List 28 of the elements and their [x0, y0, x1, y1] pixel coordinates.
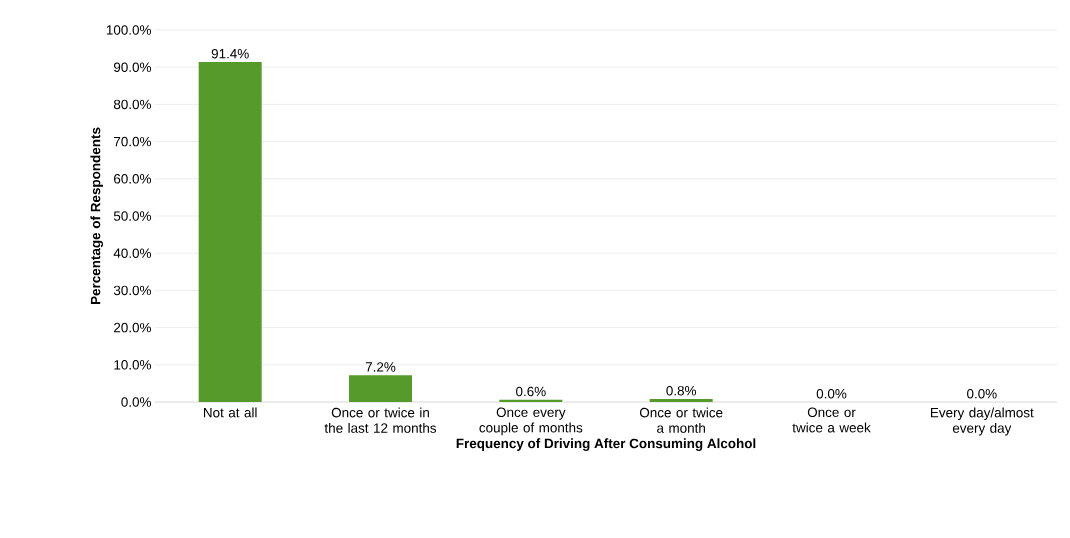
data-label: 0.0%: [967, 388, 997, 399]
x-tick-label: Once or twice in the last 12 months: [324, 407, 437, 433]
y-tick-label: 60.0%: [114, 174, 151, 184]
y-tick-label: 30.0%: [113, 285, 151, 296]
y-tick-label: 40.0%: [113, 248, 151, 258]
x-tick-label: Every day/almost every day: [931, 407, 1034, 436]
y-tick-label: 10.0%: [114, 360, 151, 370]
data-label: 0.6%: [516, 386, 546, 397]
x-tick-label: Once or twice a month: [639, 407, 723, 433]
y-tick-label: 90.0%: [113, 62, 151, 72]
y-tick-label: 80.0%: [113, 99, 151, 110]
x-tick-label: Once or twice a week: [792, 407, 871, 433]
data-label: 0.0%: [816, 388, 847, 399]
bar: [349, 375, 412, 402]
bar: [198, 61, 262, 402]
y-tick-label: 50.0%: [113, 211, 151, 221]
x-tick-label: Not at all: [203, 407, 257, 418]
y-tick-label: 70.0%: [114, 136, 151, 147]
y-axis-title: Percentage of Respondents: [90, 127, 104, 305]
y-tick-label: 20.0%: [114, 322, 151, 333]
data-label: 91.4%: [211, 48, 249, 59]
data-label: 7.2%: [365, 362, 396, 372]
data-label: 0.8%: [666, 385, 697, 396]
y-tick-label: 100.0%: [106, 25, 151, 35]
x-tick-label: Once every couple of months: [479, 407, 583, 436]
x-axis-title: Frequency of Driving After Consuming Alcohol: [456, 438, 756, 451]
bar: [649, 399, 713, 402]
y-tick-label: 0.0%: [121, 397, 151, 407]
